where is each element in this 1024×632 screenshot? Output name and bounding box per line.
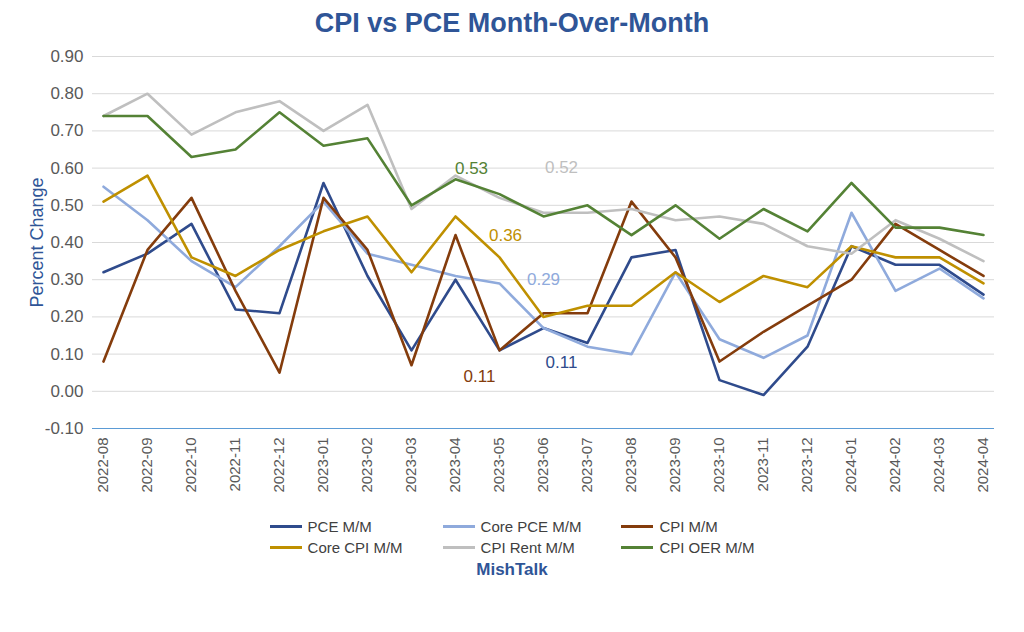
html-text:PCE M/M: PCE M/M [307, 518, 372, 535]
svg-text:0.53: 0.53 [455, 159, 488, 178]
svg-text:2023-10: 2023-10 [710, 438, 727, 493]
svg-text:2024-03: 2024-03 [930, 438, 947, 493]
svg-text:0.40: 0.40 [50, 233, 83, 252]
svg-text:0.00: 0.00 [50, 382, 83, 401]
svg-text:0.50: 0.50 [50, 196, 83, 215]
svg-text:0.20: 0.20 [50, 307, 83, 326]
html-text:CPI M/M: CPI M/M [659, 518, 718, 535]
svg-text:-0.10: -0.10 [45, 419, 84, 438]
html-text:CPI Rent M/M: CPI Rent M/M [480, 539, 575, 556]
svg-text:2023-02: 2023-02 [358, 438, 375, 493]
svg-text:2023-12: 2023-12 [798, 438, 815, 493]
svg-text:2023-07: 2023-07 [578, 438, 595, 493]
svg-text:2023-03: 2023-03 [402, 438, 419, 493]
svg-text:0.10: 0.10 [50, 345, 83, 364]
svg-text:0.80: 0.80 [50, 84, 83, 103]
svg-text:2022-08: 2022-08 [94, 438, 111, 493]
svg-text:2022-11: 2022-11 [226, 438, 243, 492]
svg-text:0.30: 0.30 [50, 270, 83, 289]
svg-text:2024-01: 2024-01 [842, 438, 859, 493]
html-text:Core CPI M/M: Core CPI M/M [307, 539, 403, 556]
svg-text:2023-06: 2023-06 [534, 438, 551, 493]
svg-text:0.11: 0.11 [464, 367, 496, 386]
svg-text:0.29: 0.29 [527, 270, 560, 289]
svg-text:0.52: 0.52 [545, 158, 578, 177]
svg-text:0.60: 0.60 [50, 159, 83, 178]
html-text:CPI vs PCE Month-Over-Month: CPI vs PCE Month-Over-Month [314, 8, 710, 38]
svg-text:0.11: 0.11 [546, 353, 578, 372]
svg-text:2022-10: 2022-10 [182, 438, 199, 493]
svg-text:2024-04: 2024-04 [974, 438, 991, 493]
html-text:MishTalk: MishTalk [476, 560, 548, 579]
svg-text:0.70: 0.70 [50, 121, 83, 140]
svg-text:Percent Change: Percent Change [27, 177, 47, 307]
svg-text:0.36: 0.36 [489, 226, 522, 245]
svg-text:2022-09: 2022-09 [138, 438, 155, 493]
svg-text:2023-05: 2023-05 [490, 438, 507, 493]
html-text:Core PCE M/M: Core PCE M/M [480, 518, 582, 535]
svg-text:2023-09: 2023-09 [666, 438, 683, 493]
svg-text:2023-04: 2023-04 [446, 438, 463, 493]
html-text:CPI OER M/M: CPI OER M/M [659, 539, 755, 556]
svg-text:2022-12: 2022-12 [270, 438, 287, 493]
svg-text:2023-01: 2023-01 [314, 438, 331, 493]
svg-text:2023-08: 2023-08 [622, 438, 639, 493]
svg-text:2023-11: 2023-11 [754, 438, 771, 492]
svg-text:2024-02: 2024-02 [886, 438, 903, 493]
svg-text:0.90: 0.90 [50, 47, 83, 66]
